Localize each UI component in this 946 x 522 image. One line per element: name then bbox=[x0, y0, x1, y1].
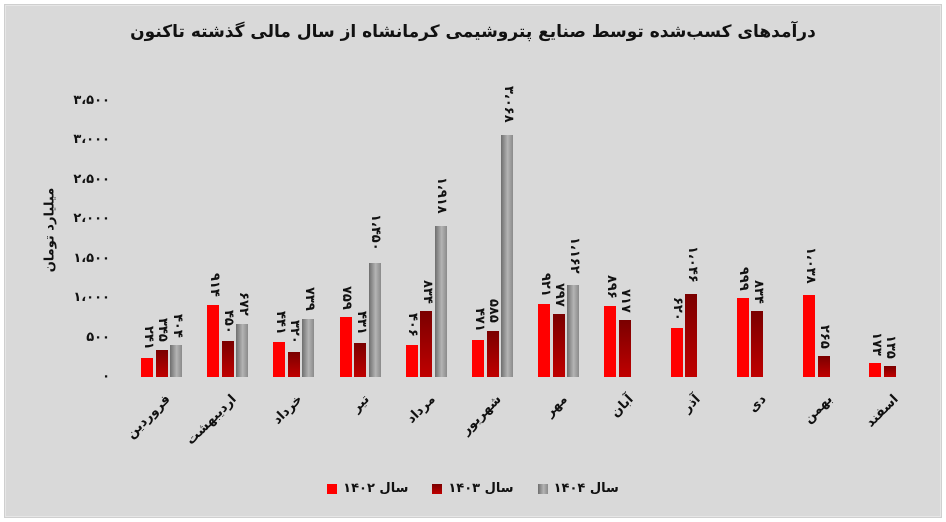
legend-label: سال ۱۴۰۳ bbox=[448, 481, 514, 496]
bar-1 bbox=[538, 304, 551, 377]
value-label: ۴۰۴ bbox=[169, 313, 185, 338]
legend: سال ۱۴۰۲ سال ۱۴۰۳ سال ۱۴۰۴ bbox=[0, 481, 946, 496]
bar-3 bbox=[170, 345, 182, 377]
value-label: ۸۹۶ bbox=[603, 274, 619, 299]
y-tick-label: ۳،۵۰۰ bbox=[73, 92, 110, 108]
value-label: ۸۳۴ bbox=[419, 279, 435, 304]
bar-3 bbox=[501, 134, 513, 377]
bar-2 bbox=[354, 342, 367, 377]
bar-3 bbox=[434, 225, 447, 377]
bar-1 bbox=[803, 295, 815, 377]
value-label: ۸۳۴ bbox=[750, 279, 766, 304]
value-label: ۱،۰۳۸ bbox=[802, 246, 818, 284]
bar-2 bbox=[420, 311, 433, 377]
legend-swatch bbox=[327, 483, 338, 494]
legend-swatch bbox=[432, 483, 443, 494]
value-label: ۹۱۴ bbox=[206, 273, 222, 298]
bar-1 bbox=[405, 344, 418, 377]
value-label: ۹۹۹ bbox=[736, 266, 752, 291]
legend-item: سال ۱۴۰۴ bbox=[537, 481, 619, 496]
bar-1 bbox=[273, 342, 286, 377]
bar-2 bbox=[751, 311, 764, 377]
value-label: ۶۲۰ bbox=[670, 296, 686, 321]
value-label: ۱،۹۱۸ bbox=[434, 177, 450, 214]
value-label: ۷۵۹ bbox=[339, 285, 355, 310]
y-tick-label: ۱،۰۰۰ bbox=[73, 290, 110, 306]
y-tick-label: ۰ bbox=[102, 369, 110, 384]
legend-label: سال ۱۴۰۴ bbox=[553, 481, 619, 496]
value-label: ۴۷۱ bbox=[471, 308, 487, 333]
y-tick-label: ۵۰۰ bbox=[86, 329, 110, 345]
value-label: ۱،۰۴۶ bbox=[684, 245, 700, 283]
bar-1 bbox=[339, 317, 352, 377]
bar-2 bbox=[221, 341, 234, 377]
bar-2 bbox=[552, 314, 565, 377]
y-tick-label: ۳،۰۰۰ bbox=[73, 132, 110, 148]
bar-1 bbox=[670, 328, 683, 377]
bar-1 bbox=[207, 304, 220, 377]
bar-1 bbox=[472, 339, 484, 377]
bar-2 bbox=[155, 349, 168, 377]
bar-1 bbox=[141, 357, 153, 377]
value-label: ۱۷۳ bbox=[868, 331, 884, 356]
value-label: ۳،۰۶۸ bbox=[500, 86, 516, 124]
bar-2 bbox=[883, 366, 896, 377]
value-label: ۴۰۶ bbox=[405, 313, 421, 338]
value-label: ۳۴۵ bbox=[155, 318, 170, 343]
bar-1 bbox=[604, 306, 617, 377]
bar-2 bbox=[685, 294, 698, 377]
bar-2 bbox=[287, 351, 300, 377]
bar-1 bbox=[736, 298, 749, 377]
value-label: ۵۸۵ bbox=[486, 299, 501, 324]
chart-title: درآمدهای کسب‌شده توسط صنایع پتروشیمی کرم… bbox=[130, 22, 816, 42]
bar-3 bbox=[236, 323, 249, 377]
value-label: ۳۲۰ bbox=[287, 320, 303, 345]
value-label: ۴۵۰ bbox=[221, 309, 237, 334]
bar-3 bbox=[302, 318, 315, 377]
value-label: ۷۳۹ bbox=[301, 287, 317, 311]
value-label: ۲۴۱ bbox=[140, 326, 156, 351]
bar-2 bbox=[817, 356, 830, 377]
bar-1 bbox=[869, 363, 882, 377]
value-label: ۹۲۱ bbox=[537, 272, 553, 297]
y-tick-label: ۲،۰۰۰ bbox=[73, 211, 110, 227]
value-label: ۲۶۵ bbox=[817, 324, 832, 349]
value-label: ۷۹۷ bbox=[552, 282, 568, 307]
bar-3 bbox=[368, 262, 381, 377]
legend-item: سال ۱۴۰۲ bbox=[327, 481, 408, 496]
value-label: ۷۱۷ bbox=[618, 288, 634, 313]
chart-frame bbox=[4, 4, 942, 518]
value-label: ۱۳۵ bbox=[883, 334, 899, 359]
y-tick-label: ۱،۵۰۰ bbox=[73, 250, 110, 266]
legend-item: سال ۱۴۰۳ bbox=[432, 481, 514, 496]
bar-2 bbox=[486, 330, 499, 377]
bar-3 bbox=[567, 285, 580, 377]
value-label: ۶۷۲ bbox=[235, 292, 251, 317]
bar-2 bbox=[618, 320, 631, 377]
y-tick-label: ۲،۵۰۰ bbox=[73, 171, 110, 187]
value-label: ۴۴۱ bbox=[272, 310, 288, 335]
value-label: ۱،۴۵۰ bbox=[368, 214, 384, 251]
legend-label: سال ۱۴۰۲ bbox=[343, 481, 409, 496]
legend-swatch bbox=[537, 483, 548, 494]
value-label: ۴۳۱ bbox=[353, 311, 369, 336]
value-label: ۱،۱۶۲ bbox=[566, 236, 582, 274]
